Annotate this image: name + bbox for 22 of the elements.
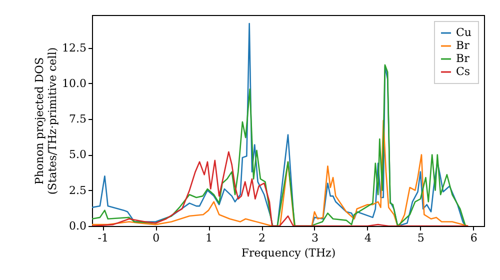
- x-tick-label: 4: [364, 232, 372, 244]
- y-tick-label: 5.0: [69, 148, 86, 162]
- legend-label: Br: [456, 52, 470, 65]
- legend-label: Cs: [456, 65, 470, 78]
- y-tick-label: 2.5: [69, 184, 86, 197]
- x-tick-label: 6: [470, 232, 478, 244]
- x-tick-label: 0: [152, 232, 160, 244]
- line-series: [92, 151, 469, 226]
- x-tick-label: 5: [417, 232, 424, 244]
- x-axis-title: Frequency (THz): [241, 246, 336, 260]
- legend-label: Br: [456, 39, 470, 52]
- y-tick-label: 12.5: [62, 41, 86, 54]
- x-tick-label: 3: [311, 232, 318, 244]
- line-series: [92, 120, 469, 226]
- legend-label: Cu: [456, 26, 472, 39]
- y-axis-title: Phonon projected DOS (States/THz·primitive cell): [33, 47, 60, 195]
- x-tick-label: 1: [206, 232, 213, 244]
- x-tick-label: -1: [98, 232, 108, 244]
- y-tick-label: 7.5: [69, 112, 86, 126]
- y-tick-label: 0.0: [69, 220, 86, 232]
- y-tick-label: 10.0: [62, 76, 86, 90]
- x-tick-label: 2: [258, 232, 266, 244]
